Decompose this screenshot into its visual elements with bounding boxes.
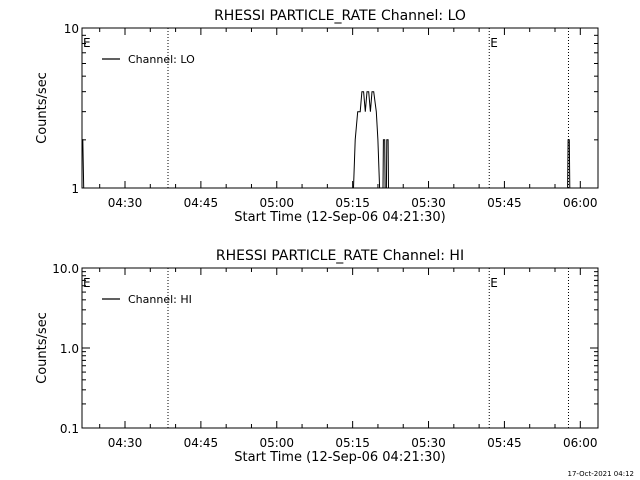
panel1-title: RHESSI PARTICLE_RATE Channel: LO xyxy=(214,8,466,24)
panel2-y-tick-label: 1.0 xyxy=(60,342,79,356)
panel2-x-tick-label: 05:45 xyxy=(487,436,522,450)
panel2-y-axis-label: Counts/sec xyxy=(35,312,50,384)
panel1-x-axis-label: Start Time (12-Sep-06 04:21:30) xyxy=(234,210,445,225)
panel1-y-tick-label: 10 xyxy=(64,22,79,36)
panel2-x-tick-label: 05:30 xyxy=(411,436,446,450)
panel1-x-tick-label: 06:00 xyxy=(563,196,598,210)
panel1-series-line-segment xyxy=(567,139,571,189)
panel2-x-tick-label: 05:00 xyxy=(259,436,294,450)
panel2-x-tick-label: 04:45 xyxy=(184,436,219,450)
panel2-axes-frame xyxy=(81,267,599,429)
generation-timestamp: 17-Oct-2021 04:12 xyxy=(567,470,634,478)
panel1-series-line-segment xyxy=(382,139,386,189)
panel2-title: RHESSI PARTICLE_RATE Channel: HI xyxy=(216,248,464,264)
panel2-y-tick-label: 10.0 xyxy=(52,262,79,276)
panel1-y-axis-label: Counts/sec xyxy=(35,72,50,144)
panel1-x-tick-label: 05:30 xyxy=(411,196,446,210)
panel2-y-tick-label: 0.1 xyxy=(60,422,79,436)
panel2-x-tick-label: 05:15 xyxy=(335,436,370,450)
panel1-event-label: E xyxy=(490,36,498,50)
panel1-y-tick-label: 1 xyxy=(71,182,79,196)
panel2-event-label: E xyxy=(490,276,498,290)
panel1-series-line-segment xyxy=(353,91,381,189)
panel1-x-tick-label: 04:30 xyxy=(108,196,143,210)
panel1-x-tick-label: 05:00 xyxy=(259,196,294,210)
panel2-x-tick-label: 04:30 xyxy=(108,436,143,450)
panel1-axes-frame xyxy=(81,27,599,189)
panel2-x-tick-label: 06:00 xyxy=(563,436,598,450)
panel2-event-label: E xyxy=(83,276,91,290)
panel1-x-tick-label: 04:45 xyxy=(184,196,219,210)
panel1-event-label: E xyxy=(83,36,91,50)
panel1-series-line-segment xyxy=(385,139,389,189)
panel2-legend-label: Channel: HI xyxy=(128,293,192,306)
panel1-series-line-segment xyxy=(82,139,85,189)
panel1-x-tick-label: 05:15 xyxy=(335,196,370,210)
panel1-legend-label: Channel: LO xyxy=(128,53,195,66)
panel2-x-axis-label: Start Time (12-Sep-06 04:21:30) xyxy=(234,450,445,465)
panel1-x-tick-label: 05:45 xyxy=(487,196,522,210)
